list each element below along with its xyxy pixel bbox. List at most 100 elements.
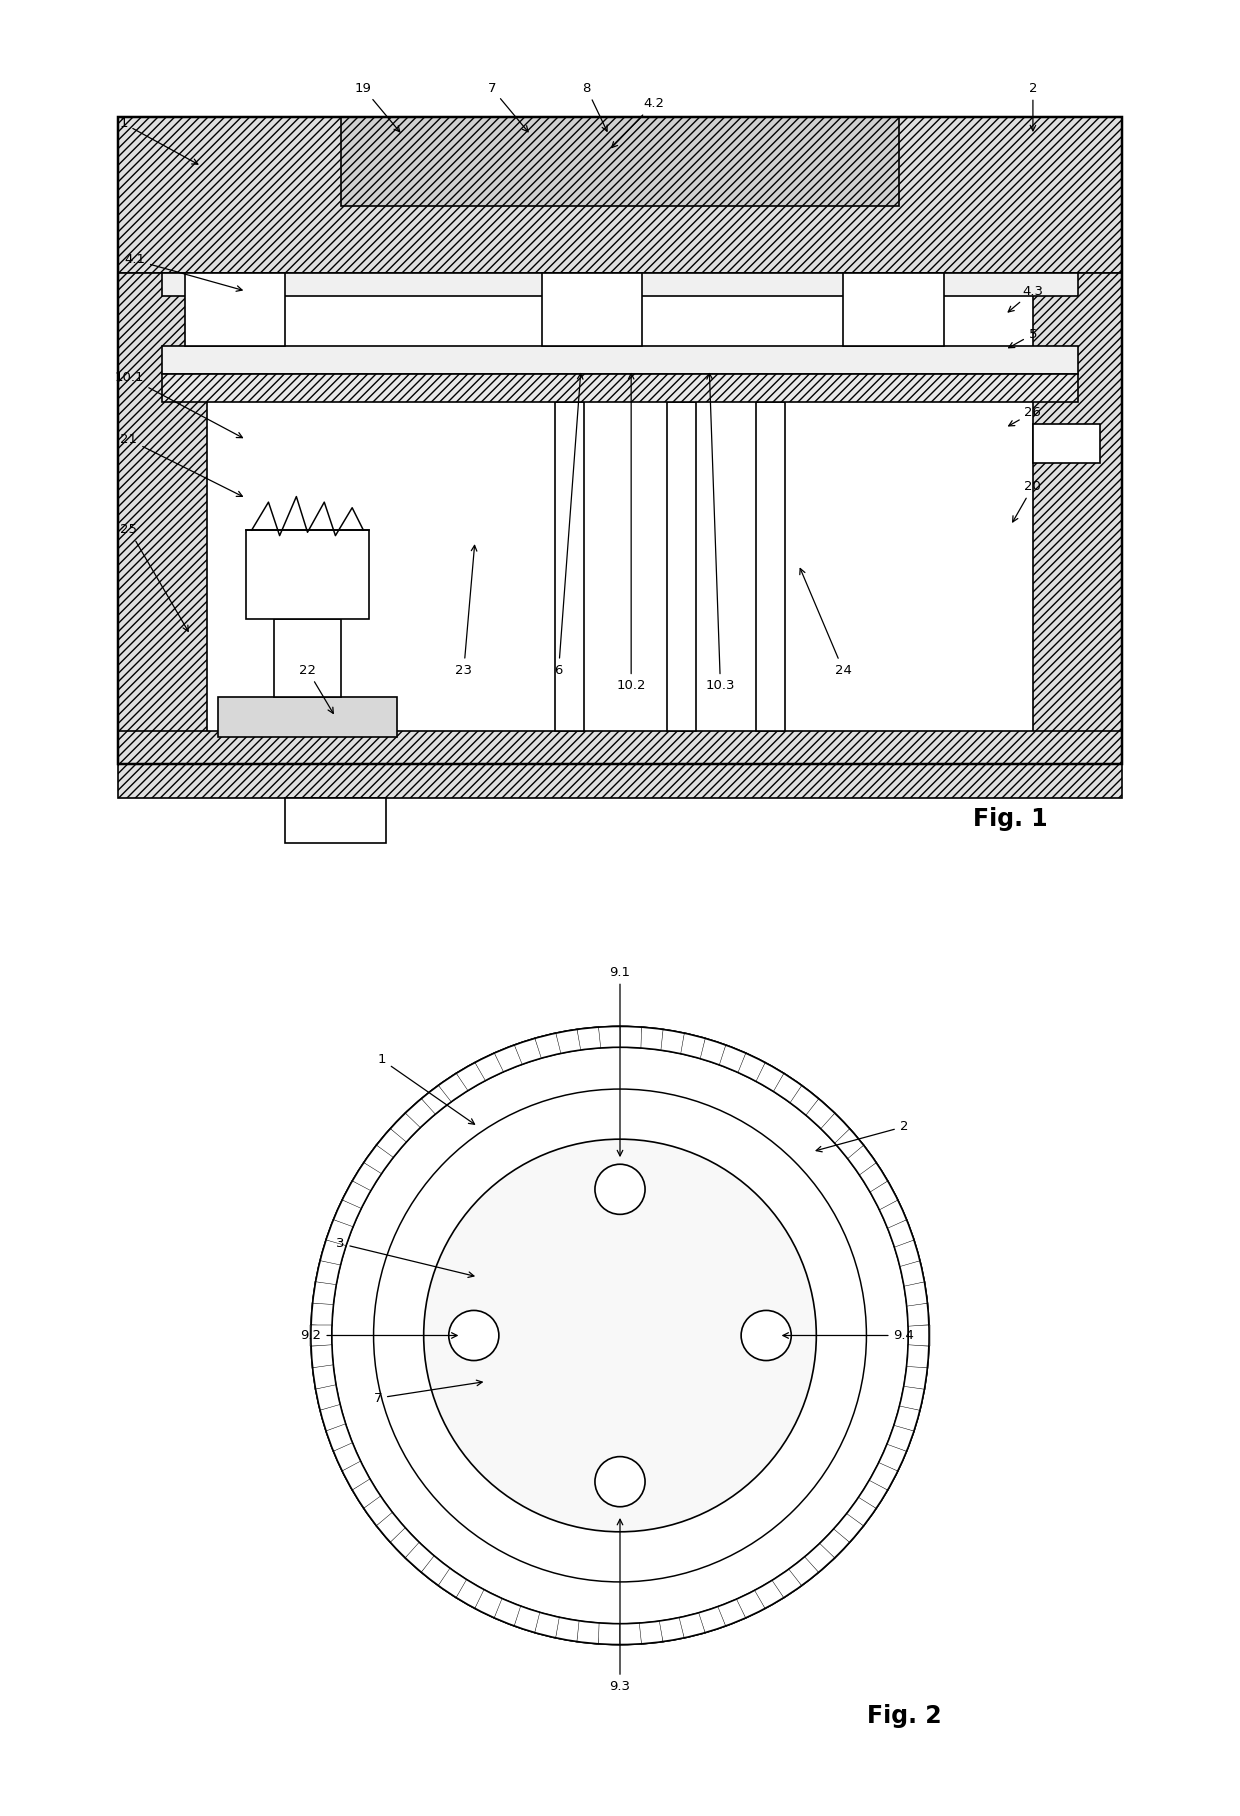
Polygon shape xyxy=(833,1513,864,1544)
Bar xyxy=(118,116,1122,765)
Text: 4.1: 4.1 xyxy=(124,254,242,291)
Polygon shape xyxy=(878,1200,908,1228)
Polygon shape xyxy=(577,1026,600,1050)
Polygon shape xyxy=(718,1598,746,1627)
Circle shape xyxy=(424,1139,816,1531)
Text: 10.2: 10.2 xyxy=(616,374,646,692)
Text: 1: 1 xyxy=(119,116,198,163)
Polygon shape xyxy=(556,1616,580,1642)
Bar xyxy=(162,274,1078,296)
Text: 25: 25 xyxy=(120,523,188,632)
Polygon shape xyxy=(312,1282,336,1306)
Text: 1: 1 xyxy=(378,1053,475,1124)
Polygon shape xyxy=(894,1404,920,1431)
Polygon shape xyxy=(894,1240,920,1266)
Polygon shape xyxy=(789,1084,820,1115)
Polygon shape xyxy=(887,1219,915,1248)
Polygon shape xyxy=(494,1044,522,1073)
Bar xyxy=(274,619,341,697)
Polygon shape xyxy=(494,1598,522,1627)
Bar xyxy=(207,401,1033,730)
Polygon shape xyxy=(640,1026,663,1050)
Polygon shape xyxy=(320,1240,346,1266)
Polygon shape xyxy=(320,1404,346,1431)
Bar xyxy=(218,697,397,737)
Bar xyxy=(542,274,642,345)
Polygon shape xyxy=(640,1620,663,1645)
Bar xyxy=(162,345,1078,374)
Polygon shape xyxy=(899,1384,925,1411)
Text: 9.1: 9.1 xyxy=(610,966,630,1157)
Polygon shape xyxy=(363,1496,393,1525)
Text: 21: 21 xyxy=(120,434,242,496)
Bar xyxy=(843,274,944,345)
Text: 20: 20 xyxy=(1013,479,1042,521)
Circle shape xyxy=(311,1026,929,1645)
Bar xyxy=(667,401,696,730)
Polygon shape xyxy=(660,1616,684,1642)
Polygon shape xyxy=(310,1304,334,1326)
Polygon shape xyxy=(773,1073,802,1102)
Bar xyxy=(162,374,1078,401)
Polygon shape xyxy=(869,1462,898,1491)
Text: 7: 7 xyxy=(373,1380,482,1404)
Circle shape xyxy=(595,1164,645,1215)
Text: 10.3: 10.3 xyxy=(706,374,735,692)
Polygon shape xyxy=(315,1260,341,1286)
Polygon shape xyxy=(456,1580,486,1609)
Text: 5: 5 xyxy=(1008,327,1037,349)
Polygon shape xyxy=(438,1073,467,1102)
Polygon shape xyxy=(534,1033,560,1059)
Polygon shape xyxy=(869,1180,898,1209)
Polygon shape xyxy=(599,1624,621,1645)
Circle shape xyxy=(595,1456,645,1507)
Polygon shape xyxy=(908,1324,930,1346)
Polygon shape xyxy=(315,1384,341,1411)
Polygon shape xyxy=(515,1037,542,1066)
Text: 7: 7 xyxy=(487,82,528,133)
Polygon shape xyxy=(312,1366,336,1389)
Polygon shape xyxy=(754,1580,784,1609)
Polygon shape xyxy=(456,1062,486,1091)
Polygon shape xyxy=(847,1144,877,1175)
Text: 10.1: 10.1 xyxy=(114,370,243,438)
Text: 9.3: 9.3 xyxy=(610,1520,630,1693)
Text: 6: 6 xyxy=(554,374,583,677)
Polygon shape xyxy=(363,1144,393,1175)
Polygon shape xyxy=(577,1620,600,1645)
Polygon shape xyxy=(325,1424,353,1451)
Polygon shape xyxy=(389,1527,420,1558)
Polygon shape xyxy=(420,1084,451,1115)
Polygon shape xyxy=(404,1099,435,1130)
Polygon shape xyxy=(342,1180,371,1209)
Polygon shape xyxy=(698,1605,725,1633)
Text: 9.2: 9.2 xyxy=(300,1329,458,1342)
Polygon shape xyxy=(420,1556,451,1585)
Polygon shape xyxy=(789,1556,820,1585)
Text: Fig. 2: Fig. 2 xyxy=(867,1703,941,1729)
Polygon shape xyxy=(906,1344,930,1367)
Polygon shape xyxy=(352,1162,382,1191)
Polygon shape xyxy=(805,1542,836,1573)
Polygon shape xyxy=(820,1113,851,1144)
Polygon shape xyxy=(858,1162,888,1191)
Polygon shape xyxy=(906,1304,930,1326)
Bar xyxy=(118,730,1122,797)
Polygon shape xyxy=(376,1513,407,1544)
Circle shape xyxy=(742,1311,791,1360)
Text: Fig. 1: Fig. 1 xyxy=(973,808,1048,832)
Polygon shape xyxy=(310,1344,334,1367)
Polygon shape xyxy=(404,1542,435,1573)
Polygon shape xyxy=(680,1033,706,1059)
Polygon shape xyxy=(599,1026,621,1048)
Polygon shape xyxy=(352,1478,382,1509)
Polygon shape xyxy=(376,1128,407,1159)
Bar xyxy=(1033,423,1100,463)
Polygon shape xyxy=(660,1030,684,1053)
Polygon shape xyxy=(698,1037,725,1066)
Circle shape xyxy=(449,1311,498,1360)
Polygon shape xyxy=(332,1200,362,1228)
Bar xyxy=(756,401,785,730)
Polygon shape xyxy=(389,1113,420,1144)
Text: 23: 23 xyxy=(455,545,477,677)
